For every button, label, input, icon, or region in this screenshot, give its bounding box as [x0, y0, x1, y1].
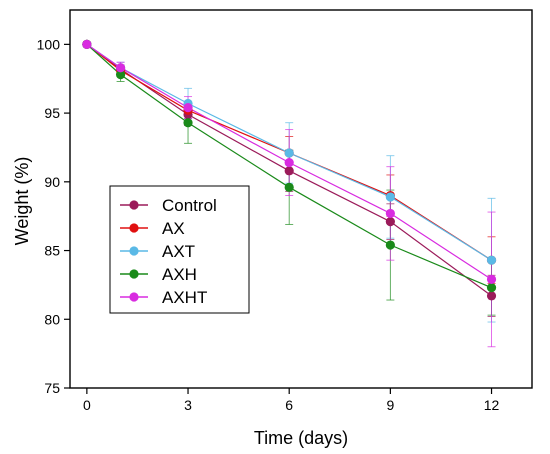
y-tick-label: 90: [44, 174, 60, 190]
legend-label-control: Control: [162, 196, 217, 215]
data-point-axh: [115, 70, 126, 80]
data-point-axht: [115, 63, 126, 73]
data-point-axht: [183, 102, 193, 113]
legend-marker-axh: [129, 269, 139, 279]
series-line-control: [86, 43, 492, 297]
data-point-axt: [284, 148, 294, 158]
data-point-axt: [385, 192, 395, 202]
legend-label-axh: AXH: [162, 265, 197, 284]
series-line-axh: [86, 43, 492, 289]
data-point-control: [284, 166, 294, 176]
series-line-ax: [86, 43, 492, 261]
y-tick-label: 100: [37, 36, 61, 52]
data-point-axh: [284, 182, 294, 192]
data-point-axh: [486, 283, 497, 293]
y-tick-label: 85: [44, 243, 60, 259]
y-tick-label: 95: [44, 105, 60, 121]
legend: Control AX AXT AXH AXHT: [109, 185, 250, 314]
series-line-axht: [86, 43, 492, 280]
plot-elements: 0 3 6 9 12 75 80 85 90 95 100: [37, 36, 500, 413]
data-point-axht: [284, 157, 294, 168]
data-point-control: [486, 291, 497, 301]
x-tick-label: 6: [285, 397, 293, 413]
legend-label-axht: AXHT: [162, 288, 207, 307]
x-tick-label: 3: [184, 397, 192, 413]
legend-marker-control: [129, 200, 139, 210]
y-tick-label: 80: [44, 311, 60, 327]
data-point-axht: [385, 208, 395, 219]
legend-label-axt: AXT: [162, 242, 195, 261]
data-point-axht: [486, 274, 497, 285]
data-point-axt: [486, 255, 497, 265]
data-point-axh: [183, 118, 193, 128]
legend-marker-ax: [129, 223, 139, 233]
data-point-control: [385, 217, 395, 227]
legend-marker-axht: [129, 292, 139, 302]
data-point-axht: [82, 39, 92, 49]
x-axis-title: Time (days): [254, 428, 348, 448]
legend-marker-axt: [129, 246, 139, 256]
y-tick-label: 75: [44, 380, 60, 396]
x-tick-label: 0: [83, 397, 91, 413]
x-tick-label: 12: [484, 397, 500, 413]
legend-label-ax: AX: [162, 219, 185, 238]
plot-frame: [69, 9, 533, 389]
y-axis-title: Weight (%): [12, 157, 32, 246]
x-tick-label: 9: [386, 397, 394, 413]
data-point-axh: [385, 240, 395, 250]
